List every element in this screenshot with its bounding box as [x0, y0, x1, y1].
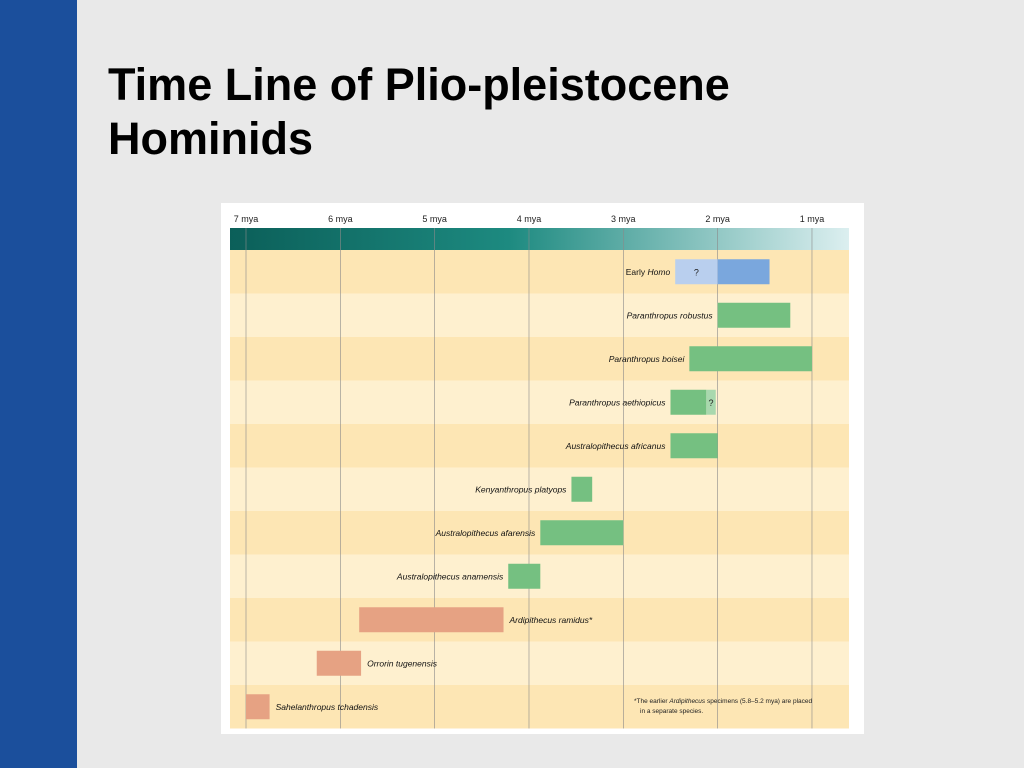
species-label: Early Homo: [626, 267, 671, 277]
side-bar: [0, 0, 77, 768]
x-tick-label: 3 mya: [611, 214, 636, 224]
row-band: [230, 380, 849, 424]
timeline-chart-svg: 7 mya 6 mya 5 mya 4 mya 3 mya 2 mya 1 mya? Earl…: [230, 214, 849, 729]
row-band: [230, 424, 849, 468]
species-label: Australopithecus africanus: [565, 441, 666, 451]
species-bar: [540, 520, 624, 546]
species-label: Kenyanthropus platyops: [475, 484, 567, 494]
species-label: Sahelanthropus tchadensis: [276, 702, 379, 712]
species-bar: [717, 259, 770, 285]
species-label: Paranthropus aethiopicus: [569, 397, 666, 407]
species-label: Paranthropus robustus: [627, 310, 714, 320]
time-gradient-bar: [230, 228, 849, 250]
species-bar: [246, 694, 270, 720]
footnote-line-1: *The earlier Ardipithecus specimens (5.8…: [634, 698, 813, 705]
uncertain-mark: ?: [694, 267, 699, 277]
x-tick-label: 7 mya: [234, 214, 259, 224]
species-bar: [359, 607, 504, 633]
x-tick-label: 4 mya: [517, 214, 542, 224]
species-label: Ardipithecus ramidus*: [509, 615, 593, 625]
species-bar-uncertain: [675, 259, 718, 285]
species-bar: [316, 650, 362, 676]
species-label: Paranthropus boisei: [609, 354, 686, 364]
x-tick-label: 2 mya: [705, 214, 730, 224]
row-band: [230, 467, 849, 511]
species-bar: [717, 302, 791, 328]
species-bar: [508, 563, 541, 589]
x-tick-label: 6 mya: [328, 214, 353, 224]
footnote-line-2: in a separate species.: [640, 708, 703, 715]
species-label: Australopithecus afarensis: [435, 528, 536, 538]
uncertain-mark: ?: [709, 398, 714, 408]
species-bar-uncertain: [706, 389, 716, 415]
row-band: [230, 598, 849, 642]
species-bar: [689, 346, 812, 372]
species-bar: [670, 389, 707, 415]
species-label: Orrorin tugenensis: [367, 658, 438, 668]
species-bar: [571, 476, 593, 502]
x-tick-label: 1 mya: [800, 214, 825, 224]
slide-title: Time Line of Plio-pleistocene Hominids: [108, 59, 730, 164]
species-bar: [670, 433, 718, 459]
row-band: [230, 511, 849, 555]
x-tick-label: 5 mya: [422, 214, 447, 224]
timeline-chart: 7 mya 6 mya 5 mya 4 mya 3 mya 2 mya 1 mya? Earl…: [221, 203, 864, 734]
row-band: [230, 685, 849, 729]
species-label: Australopithecus anamensis: [396, 571, 504, 581]
